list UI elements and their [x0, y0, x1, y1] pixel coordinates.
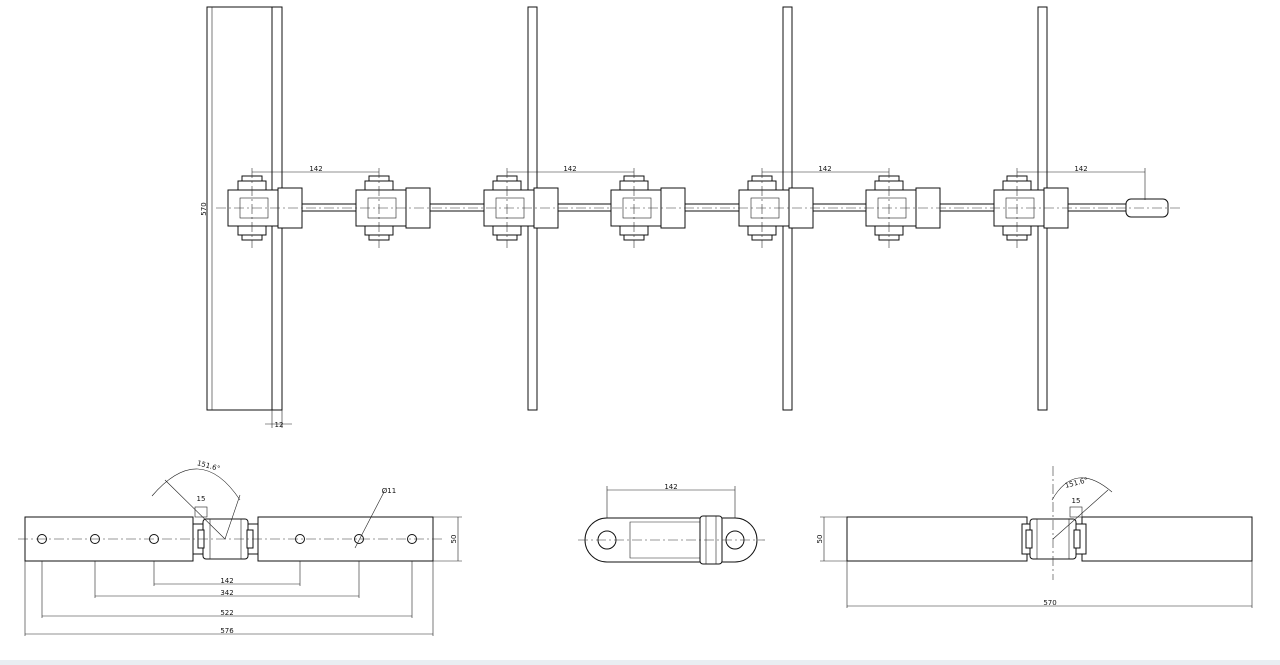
- side-view-right: 151.6° 15 50 570: [816, 466, 1253, 608]
- right-view-bar-right: [1081, 516, 1253, 562]
- link-pitch-label: 142: [664, 483, 677, 491]
- right-view-bar-left: [846, 516, 1028, 562]
- pitch-label-4: 142: [1074, 165, 1087, 173]
- right-angle-label: 151.6°: [1064, 476, 1089, 490]
- span-342-label: 342: [220, 589, 233, 597]
- pitch-label-3: 142: [818, 165, 831, 173]
- span-522-label: 522: [220, 609, 233, 617]
- hole-leader: [354, 491, 385, 549]
- pitch-label-left: 142: [220, 577, 233, 585]
- right-width-label: 50: [816, 535, 824, 544]
- angle-arc: [151, 468, 241, 501]
- link-view: 142: [578, 483, 765, 565]
- side-view-left: 151.6° 15 Ø11 50 142 342 522 576: [18, 459, 462, 636]
- width-label-left: 50: [450, 535, 458, 544]
- pitch-dimensions: [252, 168, 1146, 200]
- pitch-label-2: 142: [563, 165, 576, 173]
- right-angle-arc: [1051, 477, 1113, 501]
- pitch-label-1: 142: [309, 165, 322, 173]
- top-view: 142 142 142 142 570 12: [200, 6, 1180, 429]
- right-overall-label: 570: [1043, 599, 1056, 607]
- right-gap-label: 15: [1072, 497, 1081, 505]
- bottom-strip: [0, 660, 1280, 665]
- gap-label: 15: [197, 495, 206, 503]
- thickness-label: 12: [275, 421, 284, 429]
- height-label: 570: [200, 202, 208, 215]
- overall-label-left: 576: [220, 627, 234, 635]
- hole-label: Ø11: [382, 487, 396, 495]
